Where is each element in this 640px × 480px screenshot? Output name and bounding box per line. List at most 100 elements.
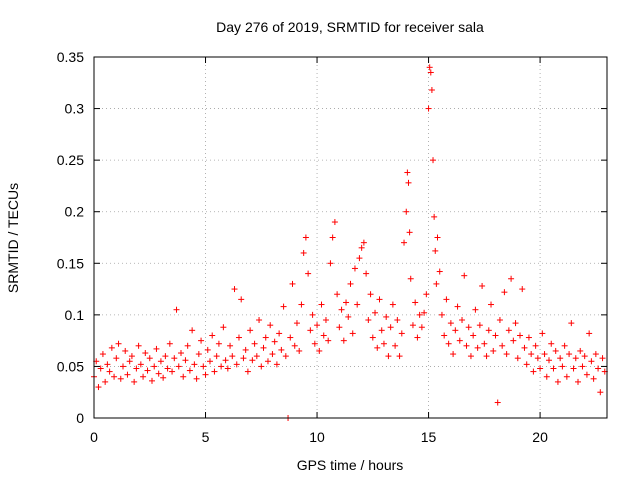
- data-point: [425, 105, 432, 112]
- data-point: [276, 330, 283, 337]
- x-tick-label: 0: [90, 429, 98, 445]
- data-point: [213, 353, 220, 360]
- data-point: [481, 340, 488, 347]
- data-point: [452, 327, 459, 334]
- data-point: [182, 357, 189, 364]
- data-point: [592, 351, 599, 358]
- data-point: [287, 334, 294, 341]
- data-point: [296, 347, 303, 354]
- data-point: [157, 358, 164, 365]
- data-point: [334, 291, 341, 298]
- x-axis-label: GPS time / hours: [297, 457, 404, 473]
- data-point: [206, 358, 213, 365]
- data-point: [336, 324, 343, 331]
- data-point: [242, 346, 249, 353]
- data-point: [423, 291, 430, 298]
- data-point: [164, 365, 171, 372]
- data-point: [505, 327, 512, 334]
- data-point: [398, 330, 405, 337]
- data-point: [510, 337, 517, 344]
- data-point: [177, 350, 184, 357]
- data-point: [198, 337, 205, 344]
- x-tick-label: 20: [532, 429, 548, 445]
- data-point: [465, 324, 472, 331]
- y-axis-label: SRMTID / TECUs: [5, 183, 21, 293]
- data-point: [378, 327, 385, 334]
- data-point: [302, 234, 309, 241]
- data-point: [251, 340, 258, 347]
- data-point: [494, 399, 501, 406]
- data-point: [111, 373, 118, 380]
- data-point: [456, 337, 463, 344]
- data-point: [557, 355, 564, 362]
- data-point: [472, 306, 479, 313]
- data-point: [202, 371, 209, 378]
- data-point: [347, 280, 354, 287]
- data-point: [102, 378, 109, 385]
- data-point: [543, 373, 550, 380]
- axes-frame: [93, 56, 608, 419]
- data-point: [503, 351, 510, 358]
- data-point: [418, 324, 425, 331]
- data-point: [488, 301, 495, 308]
- data-point: [99, 351, 106, 358]
- data-point: [374, 344, 381, 351]
- data-point: [320, 332, 327, 339]
- data-point: [175, 363, 182, 370]
- data-point: [474, 344, 481, 351]
- data-point: [291, 342, 298, 349]
- data-point: [514, 355, 521, 362]
- data-point: [311, 340, 318, 347]
- data-point: [135, 342, 142, 349]
- data-point: [113, 355, 120, 362]
- data-point: [365, 317, 372, 324]
- data-point: [570, 365, 577, 372]
- data-point: [97, 365, 104, 372]
- data-point: [539, 330, 546, 337]
- data-point: [434, 234, 441, 241]
- data-point: [126, 358, 133, 365]
- data-point: [218, 363, 225, 370]
- data-point: [528, 351, 535, 358]
- data-point: [392, 342, 399, 349]
- data-point: [401, 239, 408, 246]
- data-point: [146, 355, 153, 362]
- data-point: [227, 342, 234, 349]
- data-point: [340, 337, 347, 344]
- data-point: [128, 353, 135, 360]
- data-point: [430, 157, 437, 164]
- data-point: [133, 365, 140, 372]
- chart-title: Day 276 of 2019, SRMTID for receiver sal…: [216, 19, 484, 35]
- data-point: [412, 299, 419, 306]
- data-point: [184, 342, 191, 349]
- data-point: [454, 303, 461, 310]
- data-point: [403, 208, 410, 215]
- data-point: [264, 358, 271, 365]
- data-point: [115, 340, 122, 347]
- data-point: [428, 87, 435, 94]
- data-point: [153, 345, 160, 352]
- data-point: [220, 324, 227, 331]
- data-point: [338, 306, 345, 313]
- data-point: [305, 270, 312, 277]
- data-point: [550, 365, 557, 372]
- data-point: [280, 303, 287, 310]
- data-point: [215, 340, 222, 347]
- data-point: [240, 355, 247, 362]
- data-point: [406, 229, 413, 236]
- data-point: [363, 270, 370, 277]
- data-point: [117, 375, 124, 382]
- data-point: [443, 296, 450, 303]
- data-point: [405, 179, 412, 186]
- x-tick-label: 10: [309, 429, 325, 445]
- data-point: [566, 351, 573, 358]
- data-point: [360, 239, 367, 246]
- data-point: [369, 334, 376, 341]
- data-point: [367, 291, 374, 298]
- data-point: [271, 338, 278, 345]
- data-point: [532, 342, 539, 349]
- data-point: [186, 367, 193, 374]
- data-point: [499, 342, 506, 349]
- data-point: [517, 332, 524, 339]
- data-point: [171, 355, 178, 362]
